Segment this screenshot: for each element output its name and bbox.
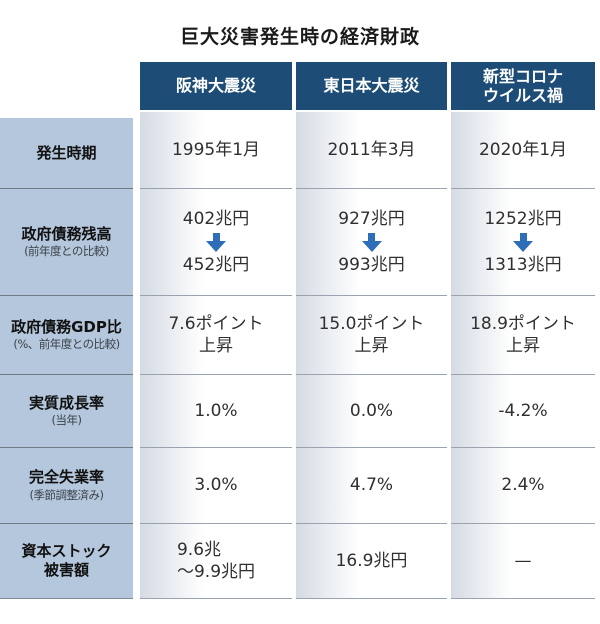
value-cell-debt-change: 402兆円 452兆円	[140, 188, 292, 295]
value-cell: 7.6ポイント 上昇	[140, 295, 292, 374]
row-label: 発生時期	[36, 143, 97, 162]
column-hanshin: 阪神大震災 1995年1月 402兆円 452兆円 7.6ポイント 上昇 1.0…	[140, 62, 292, 599]
value-cell-debt-change: 927兆円 993兆円	[296, 188, 447, 295]
row-label: 資本ストック 被害額	[21, 542, 112, 579]
column-header: 新型コロナ ウイルス禍	[451, 62, 595, 110]
value-before: 927兆円	[338, 209, 405, 230]
column-east-japan: 東日本大震災 2011年3月 927兆円 993兆円 15.0ポイント 上昇 0…	[296, 62, 447, 599]
value-cell: 0.0%	[296, 374, 447, 447]
value-cell-debt-change: 1252兆円 1313兆円	[451, 188, 595, 295]
column-body: 2020年1月 1252兆円 1313兆円 18.9ポイント 上昇 -4.2% …	[451, 112, 595, 599]
value-cell: 3.0%	[140, 447, 292, 523]
value-cell: —	[451, 523, 595, 598]
row-label-column: 発生時期 政府債務残高 (前年度との比較) 政府債務GDP比 (%、前年度との比…	[0, 118, 133, 599]
value-after: 993兆円	[338, 254, 405, 275]
row-label-cell-debt: 政府債務残高 (前年度との比較)	[0, 188, 133, 295]
down-arrow-icon	[361, 232, 382, 252]
column-header: 東日本大震災	[296, 62, 447, 110]
row-label-cell-occurrence: 発生時期	[0, 118, 133, 188]
down-arrow-icon	[513, 232, 533, 252]
value-cell: 9.6兆 〜9.9兆円	[140, 523, 292, 598]
value-cell: 2020年1月	[478, 139, 568, 160]
value-cell: 1.0%	[140, 374, 292, 447]
row-sublabel: (当年)	[51, 413, 82, 428]
value-before: 1252兆円	[484, 209, 562, 230]
row-label-cell-growth: 実質成長率 (当年)	[0, 374, 133, 447]
value-cell: 15.0ポイント 上昇	[296, 295, 447, 374]
value-cell: 16.9兆円	[296, 523, 447, 598]
column-covid: 新型コロナ ウイルス禍 2020年1月 1252兆円 1313兆円 18.9ポイ…	[451, 62, 595, 599]
row-label: 政府債務残高	[21, 224, 112, 243]
value-cell: 4.7%	[296, 447, 447, 523]
column-body: 1995年1月 402兆円 452兆円 7.6ポイント 上昇 1.0% 3.0%…	[140, 112, 292, 599]
value-after: 1313兆円	[484, 254, 562, 275]
chart-title: 巨大災害発生時の経済財政	[179, 26, 420, 48]
column-body: 2011年3月 927兆円 993兆円 15.0ポイント 上昇 0.0% 4.7…	[296, 112, 447, 599]
value-before: 402兆円	[182, 209, 250, 230]
row-label: 政府債務GDP比	[11, 317, 122, 336]
row-label-cell-unemployment: 完全失業率 (季節調整済み)	[0, 447, 133, 523]
row-label-cell-capital-damage: 資本ストック 被害額	[0, 523, 133, 598]
value-cell: -4.2%	[451, 374, 595, 447]
row-label: 実質成長率	[28, 393, 104, 412]
down-arrow-icon	[206, 232, 226, 252]
row-label: 完全失業率	[28, 468, 104, 487]
value-cell: 1995年1月	[171, 139, 261, 160]
value-after: 452兆円	[182, 254, 250, 275]
row-label-cell-gdp-ratio: 政府債務GDP比 (%、前年度との比較)	[0, 295, 133, 374]
column-header: 阪神大震災	[140, 62, 292, 110]
value-cell: 18.9ポイント 上昇	[451, 295, 595, 374]
row-sublabel: (季節調整済み)	[29, 487, 104, 502]
value-cell: 2011年3月	[327, 139, 416, 160]
value-cell: 2.4%	[451, 447, 595, 523]
row-sublabel: (前年度との比較)	[24, 244, 109, 259]
row-sublabel: (%、前年度との比較)	[13, 337, 120, 352]
